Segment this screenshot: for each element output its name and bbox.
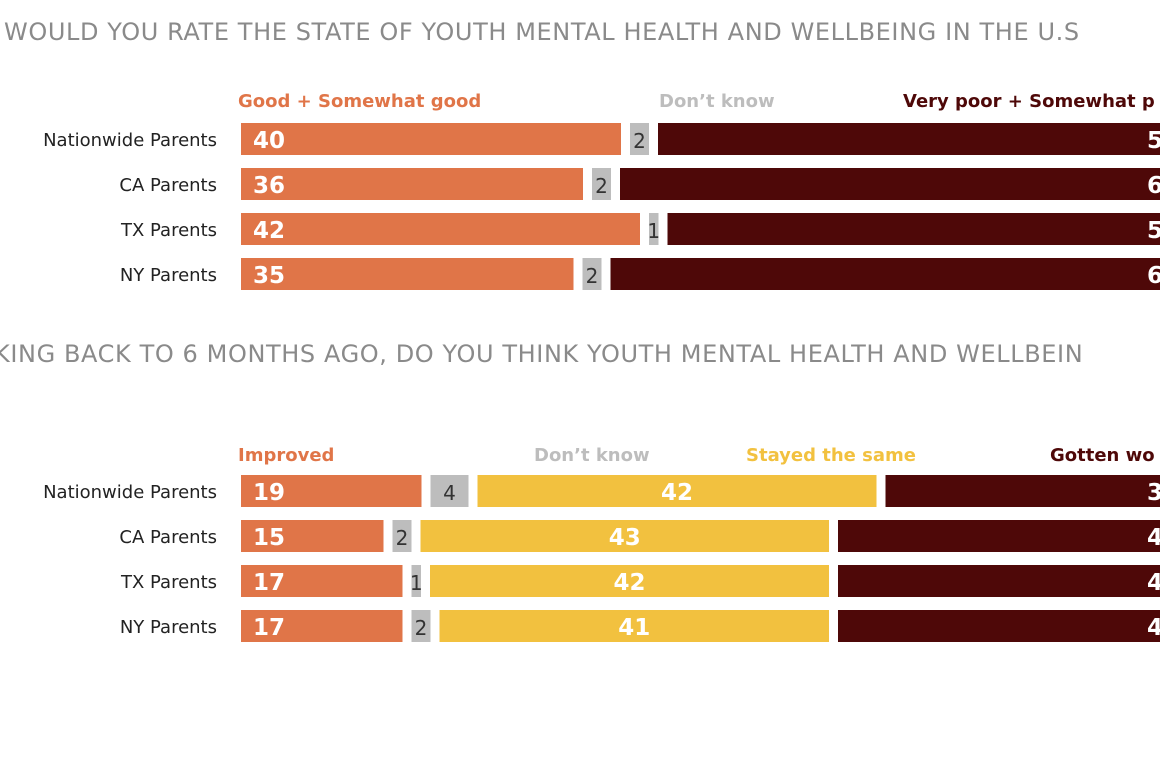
chart-1-category-label: CA Parents — [119, 175, 217, 196]
chart-1-bar-2-3 — [649, 213, 659, 245]
chart-1-value-label-3-1: 5 — [1147, 128, 1160, 154]
chart-2-bar-2-1 — [430, 475, 469, 507]
chart-1-bar-2-4 — [582, 258, 602, 290]
chart-1-bar-1-1 — [241, 123, 621, 155]
chart-2: Improved Don’t know Stayed the same Gotten … — [43, 445, 1160, 642]
chart-2-value-label-1-4: 17 — [253, 615, 285, 641]
chart-2-bar-2-4 — [411, 610, 431, 642]
chart-2-bar-4-4 — [838, 610, 1160, 642]
chart-2-value-label-1-3: 17 — [253, 570, 285, 596]
chart-1-value-label-1-2: 36 — [253, 173, 285, 199]
chart-2-bar-2-2 — [392, 520, 412, 552]
chart-2-category-label: NY Parents — [120, 617, 217, 638]
chart-2-legend-1: Improved — [238, 445, 334, 466]
chart-1-value-label-1-1: 40 — [253, 128, 285, 154]
chart-2-bar-1-4 — [241, 610, 403, 642]
chart-2-value-label-1-1: 19 — [253, 480, 285, 506]
chart-1-value-label-3-3: 5 — [1147, 218, 1160, 244]
chart-1: Good + Somewhat good Don’t know Very poor … — [43, 91, 1160, 290]
chart-1-bar-1-3 — [241, 213, 640, 245]
chart-1-bar-1-2 — [241, 168, 583, 200]
chart-2-value-label-3-4: 41 — [618, 615, 650, 641]
chart-1-value-label-2-1: 2 — [633, 129, 646, 153]
chart-2-bar-1-1 — [241, 475, 422, 507]
chart-1-bar-2-2 — [592, 168, 611, 200]
chart-2-category-label: TX Parents — [120, 572, 217, 593]
chart-1-category-label: NY Parents — [120, 265, 217, 286]
chart-1-bar-2-1 — [630, 123, 649, 155]
chart-2-bar-4-1 — [885, 475, 1160, 507]
chart-1-bar-3-2 — [620, 168, 1160, 200]
chart-2-bar-4-3 — [838, 565, 1160, 597]
chart-1-bar-3-1 — [658, 123, 1160, 155]
chart-2-legend-3: Stayed the same — [746, 445, 916, 466]
chart-1-title: WOULD YOU RATE THE STATE OF YOUTH MENTAL… — [4, 18, 1080, 46]
chart-1-value-label-3-4: 6 — [1147, 263, 1160, 289]
chart-2-value-label-4-2: 4 — [1147, 525, 1160, 551]
chart-2-bar-1-2 — [241, 520, 384, 552]
chart-2-legend-4: Gotten wo — [1050, 445, 1155, 466]
chart-2-bar-3-2 — [420, 520, 829, 552]
chart-2-value-label-1-2: 15 — [253, 525, 285, 551]
chart-2-bar-3-3 — [430, 565, 829, 597]
chart-2-value-label-2-3: 1 — [410, 571, 423, 595]
chart-1-value-label-1-4: 35 — [253, 263, 285, 289]
chart-2-bar-3-1 — [477, 475, 877, 507]
chart-1-legend-3: Very poor + Somewhat p — [903, 91, 1155, 112]
chart-1-value-label-2-3: 1 — [647, 219, 660, 243]
chart-1-category-label: TX Parents — [120, 220, 217, 241]
chart-2-bar-1-3 — [241, 565, 403, 597]
chart-1-bar-1-4 — [241, 258, 574, 290]
chart-1-bar-3-3 — [667, 213, 1160, 245]
chart-1-title-row: WOULD YOU RATE THE STATE OF YOUTH MENTAL… — [0, 14, 1160, 50]
chart-1-legend-2: Don’t know — [659, 91, 775, 112]
chart-2-value-label-2-4: 2 — [415, 616, 428, 640]
chart-2-value-label-2-2: 2 — [396, 526, 409, 550]
chart-2-value-label-3-1: 42 — [661, 480, 693, 506]
chart-2-value-label-3-2: 43 — [609, 525, 641, 551]
chart-1-category-label: Nationwide Parents — [43, 130, 217, 151]
chart-2-value-label-4-1: 3 — [1147, 480, 1160, 506]
chart-2-bar-3-4 — [439, 610, 829, 642]
chart-2-value-label-2-1: 4 — [443, 481, 456, 505]
chart-1-value-label-2-4: 2 — [586, 264, 599, 288]
chart-2-legend-2: Don’t know — [534, 445, 650, 466]
chart-2-value-label-3-3: 42 — [613, 570, 645, 596]
chart-2-value-label-4-3: 4 — [1147, 570, 1160, 596]
chart-1-value-label-3-2: 6 — [1147, 173, 1160, 199]
chart-2-value-label-4-4: 4 — [1147, 615, 1160, 641]
chart-2-bar-2-3 — [411, 565, 421, 597]
chart-2-bar-4-2 — [838, 520, 1160, 552]
chart-2-category-label: Nationwide Parents — [43, 482, 217, 503]
chart-1-bar-3-4 — [610, 258, 1160, 290]
chart-2-title: KING BACK TO 6 MONTHS AGO, DO YOU THINK … — [0, 340, 1084, 368]
chart-2-title-row: KING BACK TO 6 MONTHS AGO, DO YOU THINK … — [0, 336, 1160, 372]
chart-1-value-label-2-2: 2 — [595, 174, 608, 198]
chart-1-value-label-1-3: 42 — [253, 218, 285, 244]
chart-1-legend-1: Good + Somewhat good — [238, 91, 481, 112]
chart-2-category-label: CA Parents — [119, 527, 217, 548]
